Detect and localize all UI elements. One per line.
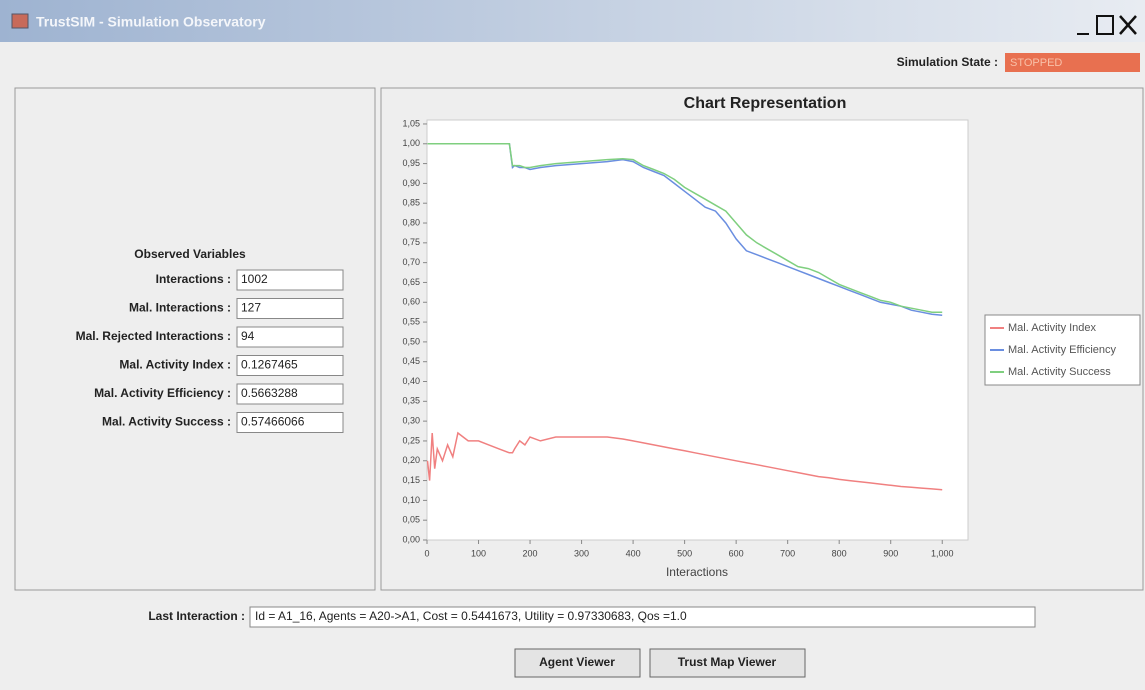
x-tick-label: 300 xyxy=(574,548,589,558)
state-label: Simulation State : xyxy=(897,55,998,69)
y-tick-label: 0,05 xyxy=(402,515,420,525)
y-tick-label: 1,05 xyxy=(402,118,420,128)
window-title: TrustSIM - Simulation Observatory xyxy=(36,14,266,30)
observed-heading: Observed Variables xyxy=(134,247,246,261)
y-tick-label: 0,20 xyxy=(402,455,420,465)
y-tick-label: 0,95 xyxy=(402,158,420,168)
row-value: 1002 xyxy=(241,272,268,286)
series-line xyxy=(427,143,943,313)
y-tick-label: 0,60 xyxy=(402,297,420,307)
chart-title: Chart Representation xyxy=(684,95,847,112)
legend-label: Mal. Activity Success xyxy=(1008,366,1111,378)
value-box xyxy=(236,412,344,433)
value-box xyxy=(236,355,344,376)
button[interactable] xyxy=(649,648,806,678)
y-tick-label: 0,00 xyxy=(402,534,420,544)
y-tick-label: 0,15 xyxy=(402,475,420,485)
x-tick-label: 100 xyxy=(471,548,486,558)
row-value: 0.57466066 xyxy=(241,415,305,429)
row-label: Mal. Activity Index : xyxy=(119,358,231,372)
row-value: 0.5663288 xyxy=(241,386,298,400)
y-tick-label: 0,30 xyxy=(402,416,420,426)
x-tick-label: 0 xyxy=(424,548,429,558)
state-value: STOPPED xyxy=(1010,57,1062,69)
button[interactable] xyxy=(514,648,641,678)
x-tick-label: 200 xyxy=(523,548,538,558)
x-tick-label: 800 xyxy=(832,548,847,558)
y-tick-label: 0,75 xyxy=(402,237,420,247)
button-label[interactable]: Agent Viewer xyxy=(539,655,615,669)
y-tick-label: 0,85 xyxy=(402,198,420,208)
last-box xyxy=(249,606,1036,628)
series-line xyxy=(426,431,943,491)
row-value: 0.1267465 xyxy=(241,358,298,372)
x-tick-label: 600 xyxy=(729,548,744,558)
y-tick-label: 0,10 xyxy=(402,495,420,505)
legend xyxy=(984,314,1141,386)
y-tick-label: 0,50 xyxy=(402,336,420,346)
y-tick-label: 0,25 xyxy=(402,435,420,445)
button-label[interactable]: Trust Map Viewer xyxy=(678,655,777,669)
x-tick-label: 500 xyxy=(677,548,692,558)
row-value: 127 xyxy=(241,301,261,315)
y-tick-label: 0,65 xyxy=(402,277,420,287)
title-bar xyxy=(0,0,1145,42)
y-tick-label: 1,00 xyxy=(402,138,420,148)
row-label: Mal. Activity Success : xyxy=(102,415,231,429)
row-label: Mal. Rejected Interactions : xyxy=(76,329,231,343)
app-icon xyxy=(11,13,29,29)
value-box xyxy=(236,383,344,405)
legend-label: Mal. Activity Efficiency xyxy=(1008,344,1116,356)
row-label: Interactions : xyxy=(156,272,231,286)
value-box xyxy=(236,298,344,319)
legend-label: Mal. Activity Index xyxy=(1008,322,1097,334)
y-tick-label: 0,70 xyxy=(402,257,420,267)
x-tick-label: 400 xyxy=(626,548,641,558)
y-tick-label: 0,80 xyxy=(402,217,420,227)
value-box xyxy=(236,269,344,291)
row-label: Mal. Interactions : xyxy=(129,301,231,315)
window-controls[interactable] xyxy=(1077,15,1137,35)
x-tick-label: 900 xyxy=(883,548,898,558)
x-tick-label: 700 xyxy=(780,548,795,558)
plot-area xyxy=(426,119,969,541)
x-axis-label: Interactions xyxy=(666,565,728,579)
observed-group: Observed Variables Interactions : 1002 Mal… xyxy=(76,247,344,433)
state-box xyxy=(1005,53,1140,72)
last-value: Id = A1_16, Agents = A20->A1, Cost = 0.5… xyxy=(255,609,687,623)
last-label: Last Interaction : xyxy=(148,609,245,623)
y-tick-label: 0,35 xyxy=(402,396,420,406)
row-value: 94 xyxy=(241,329,255,343)
y-tick-label: 0,45 xyxy=(402,356,420,366)
row-label: Mal. Activity Efficiency : xyxy=(94,386,231,400)
y-tick-label: 0,55 xyxy=(402,316,420,326)
x-tick-label: 1,000 xyxy=(931,548,954,558)
y-tick-label: 0,90 xyxy=(402,178,420,188)
y-tick-label: 0,40 xyxy=(402,376,420,386)
value-box xyxy=(236,326,344,348)
